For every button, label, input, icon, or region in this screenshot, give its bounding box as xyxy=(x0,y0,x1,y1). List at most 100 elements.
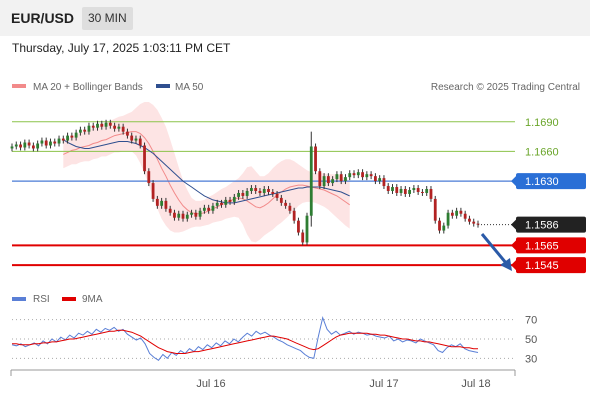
candle-bull xyxy=(211,205,215,211)
candle-bear xyxy=(121,126,125,132)
datetime-label: Thursday, July 17, 2025 1:03:11 PM CET xyxy=(12,41,231,55)
candle-bear xyxy=(403,189,407,194)
candle-bear xyxy=(369,174,373,177)
candle-bear xyxy=(468,218,471,222)
candle-bull xyxy=(391,187,394,191)
candle-bull xyxy=(232,196,236,202)
candle-bear xyxy=(254,188,258,191)
candle-bear xyxy=(143,145,146,172)
candle-bear xyxy=(288,205,292,211)
candle-bull xyxy=(442,225,446,231)
candle-bear xyxy=(292,210,296,221)
candle-bull xyxy=(23,142,27,148)
candle-bear xyxy=(100,123,104,127)
attribution-label: Research © 2025 Trading Central xyxy=(431,82,580,93)
candle-bull xyxy=(79,129,82,133)
candle-bull xyxy=(356,172,360,176)
candle-bear xyxy=(155,198,159,206)
rsi-line xyxy=(11,315,479,361)
candle-bull xyxy=(198,210,202,217)
pivot-label: 1.1630 xyxy=(525,176,559,188)
candle-bear xyxy=(126,131,129,136)
price-levels xyxy=(12,121,515,267)
rsi-tick-label: 50 xyxy=(525,334,537,346)
candle-bear xyxy=(53,141,57,144)
candle-bear xyxy=(314,146,317,172)
candle-bull xyxy=(262,189,266,193)
candle-bull xyxy=(57,138,61,144)
rsi-legend-label: RSI xyxy=(33,294,50,305)
symbol-label: EUR/USD xyxy=(11,10,75,26)
candle-bull xyxy=(322,176,326,187)
candle-bear xyxy=(113,125,117,129)
candle-bear xyxy=(267,189,270,192)
support-label: 1.1565 xyxy=(525,240,559,252)
candle-bear xyxy=(220,202,223,205)
candle-bear xyxy=(472,221,476,224)
projection-arrow-icon xyxy=(480,233,512,271)
candle-bull xyxy=(160,200,164,206)
candle-bull xyxy=(177,213,181,218)
support-tag xyxy=(516,257,586,274)
candle-bear xyxy=(258,190,262,193)
candle-bear xyxy=(151,183,155,199)
candle-bull xyxy=(331,179,335,184)
candle-bull xyxy=(40,140,44,144)
candle-bull xyxy=(250,188,253,191)
candle-bull xyxy=(185,214,189,219)
candle-bear xyxy=(147,171,151,184)
candle-bear xyxy=(271,191,275,194)
candle-bear xyxy=(386,186,390,191)
candle-bull xyxy=(14,144,18,147)
x-tick-label: Jul 17 xyxy=(369,378,398,390)
candle-bull xyxy=(49,141,52,146)
rsi-tick-label: 70 xyxy=(525,315,537,327)
candle-bear xyxy=(19,144,22,148)
bollinger-mid-line xyxy=(63,131,350,215)
ma50-line xyxy=(63,139,350,204)
pivot-tag-pointer xyxy=(511,176,516,187)
rsi-grid: 70 50 30 xyxy=(12,315,537,365)
support-tag xyxy=(516,237,586,254)
x-tick-label: Jul 18 xyxy=(461,378,490,390)
candle-bear xyxy=(173,212,176,218)
candle-bear xyxy=(61,138,65,141)
candle-bull xyxy=(87,125,91,132)
candle-bull xyxy=(245,190,249,196)
candle-bear xyxy=(194,212,198,217)
candle-bull xyxy=(134,138,138,141)
candle-bull xyxy=(66,135,69,141)
main-legend: MA 20 + Bollinger Bands MA 50 xyxy=(12,82,204,93)
candle-bear xyxy=(318,171,322,187)
bollinger-band xyxy=(63,102,350,243)
last-price-tag-pointer xyxy=(511,219,516,230)
candle-bear xyxy=(164,200,168,209)
candle-bear xyxy=(284,202,288,206)
support-tag-pointer xyxy=(511,240,516,251)
rsi-ma-line xyxy=(12,329,478,354)
candle-bear xyxy=(181,213,185,219)
candle-bear xyxy=(91,125,95,128)
candle-bear xyxy=(361,172,364,178)
resistance-label: 1.1690 xyxy=(525,117,559,129)
candle-bear xyxy=(228,199,232,202)
candle-bear xyxy=(463,213,467,219)
candle-bear xyxy=(207,207,211,211)
candle-bear xyxy=(83,129,87,132)
candle-bear xyxy=(130,135,134,141)
candle-bull xyxy=(237,192,240,197)
candle-bull xyxy=(202,207,206,211)
rsi-lines xyxy=(11,315,479,361)
candle-bull xyxy=(190,212,193,215)
candle-bear xyxy=(382,178,386,187)
candle-bull xyxy=(378,178,382,182)
candle-bull xyxy=(348,173,352,178)
bollinger-band-fill xyxy=(63,102,350,243)
last-price-label: 1.1586 xyxy=(525,220,559,232)
candle-bear xyxy=(459,210,463,214)
timeframe-button[interactable]: 30 MIN xyxy=(82,7,133,30)
candle-bear xyxy=(416,188,420,192)
candle-bear xyxy=(395,187,399,193)
candle-bull xyxy=(10,146,14,149)
candle-bear xyxy=(44,140,48,146)
